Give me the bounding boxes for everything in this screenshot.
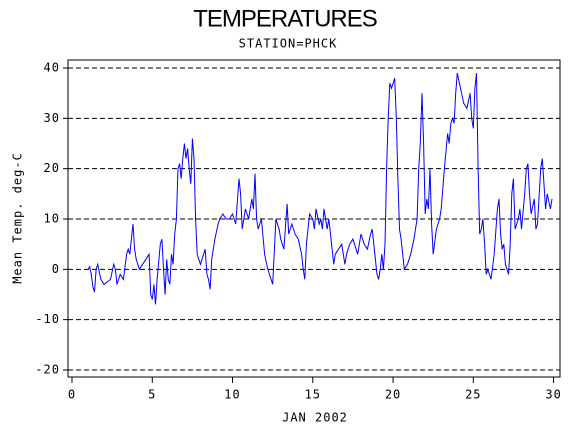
y-tick-label: 10	[44, 212, 60, 226]
y-tick-label: 30	[44, 111, 60, 125]
y-tick-label: -20	[35, 362, 60, 376]
x-tick-label: 15	[305, 388, 321, 402]
x-tick-label: 10	[224, 388, 240, 402]
y-tick-label: -10	[35, 312, 60, 326]
data-line	[87, 72, 553, 305]
plot-frame	[67, 59, 561, 378]
chart-subtitle: STATION=PHCK	[239, 37, 338, 51]
y-tick-label: 40	[44, 61, 60, 75]
x-tick-label: 0	[68, 388, 76, 402]
y-tick-label: 0	[52, 262, 60, 276]
chart-title: TEMPERATURES	[193, 5, 377, 32]
y-axis-label: Mean Temp. deg-C	[11, 152, 25, 284]
y-tick-label: 20	[44, 161, 60, 175]
x-tick-label: 5	[148, 388, 156, 402]
x-axis-label: JAN 2002	[282, 411, 348, 425]
x-tick-label: 20	[385, 388, 401, 402]
x-tick-label: 25	[465, 388, 481, 402]
x-tick-label: 30	[545, 388, 561, 402]
